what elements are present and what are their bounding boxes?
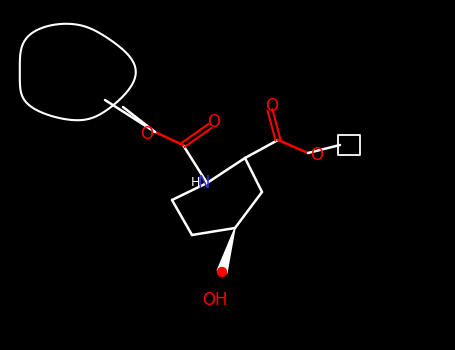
Text: O: O [207,113,221,131]
Text: OH: OH [202,291,228,309]
Polygon shape [217,228,235,273]
Circle shape [217,267,227,276]
Text: N: N [198,174,210,192]
Text: H: H [190,175,200,189]
Polygon shape [338,135,360,155]
Polygon shape [20,24,136,120]
Text: O: O [310,146,324,164]
Text: O: O [141,125,153,143]
Text: O: O [266,97,278,115]
